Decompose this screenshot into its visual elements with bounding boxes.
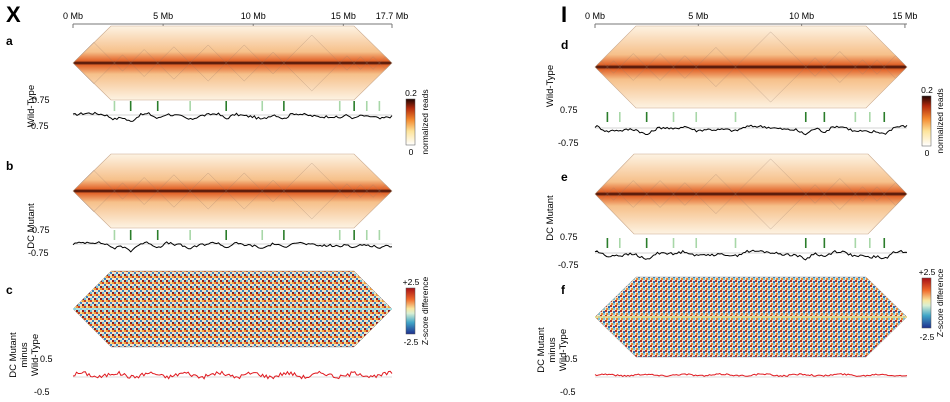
domain-diamonds bbox=[72, 162, 393, 220]
svg-text:Wild-Type: Wild-Type bbox=[558, 329, 569, 371]
track-tick-bottom: -0.75 bbox=[28, 121, 49, 131]
track-tick-bottom: -0.75 bbox=[558, 260, 579, 270]
colorbar-min: 0 bbox=[409, 147, 414, 157]
axis-tick-label: 10 Mb bbox=[241, 11, 266, 21]
panel-letter-d: d bbox=[561, 38, 568, 52]
row-label-dc-mutant: DC Mutant bbox=[545, 195, 556, 241]
colorbar-label: Z-score difference bbox=[420, 277, 430, 346]
colorbar-gradient bbox=[405, 98, 416, 146]
track-tick-bottom: -0.75 bbox=[558, 138, 579, 148]
difference-track bbox=[72, 370, 393, 380]
svg-text:minus: minus bbox=[547, 337, 558, 363]
svg-text:Wild-Type: Wild-Type bbox=[30, 334, 41, 376]
track-tick-bottom: -0.5 bbox=[34, 387, 50, 397]
axis-tick-label: 17.7 Mb bbox=[376, 11, 409, 21]
track-tick-top: 0.75 bbox=[32, 95, 50, 105]
domain-outline bbox=[379, 56, 393, 70]
colorbar-label: Z-score difference bbox=[935, 269, 945, 338]
contact-heatmap-a bbox=[72, 25, 393, 101]
track-tick-bottom: -0.75 bbox=[28, 248, 49, 258]
column-chromosome-i: I 0 Mb 5 Mb 10 Mb 15 Mb d Wild-Type 0.75 -0… bbox=[536, 2, 945, 397]
contact-heatmap-e bbox=[594, 153, 908, 235]
colorbar-min: 0 bbox=[925, 148, 930, 158]
track-tick-top: 0.75 bbox=[560, 232, 578, 242]
domain-diamonds bbox=[594, 158, 908, 230]
axis-ticks: 0 Mb 5 Mb 10 Mb 15 Mb 17.7 Mb bbox=[63, 11, 408, 28]
domain-diamonds bbox=[72, 34, 393, 92]
boundary-markers bbox=[606, 112, 886, 122]
panel-letter-b: b bbox=[6, 159, 13, 173]
domain-outline bbox=[884, 182, 908, 206]
row-label-difference: DC Mutant minus Wild-Type bbox=[536, 327, 569, 373]
track-tick-top: 0.5 bbox=[40, 354, 53, 364]
colorbar-label: normalized reads bbox=[420, 89, 430, 154]
panel-letter-c: c bbox=[6, 283, 13, 297]
colorbar-max: 0.2 bbox=[921, 85, 933, 95]
axis-tick-label: 10 Mb bbox=[789, 11, 814, 21]
scale-axis: 0 Mb 5 Mb 10 Mb 15 Mb 17.7 Mb bbox=[63, 11, 408, 28]
insulation-track bbox=[594, 124, 908, 136]
domain-outline bbox=[379, 184, 393, 198]
axis-tick-label: 0 Mb bbox=[63, 11, 83, 21]
track-tick-top: 0.75 bbox=[560, 105, 578, 115]
track-tick-top: 0.75 bbox=[32, 225, 50, 235]
contact-heatmap-d bbox=[594, 25, 908, 109]
axis-tick-label: 5 Mb bbox=[153, 11, 173, 21]
track-tick-bottom: -0.5 bbox=[560, 387, 576, 397]
row-label-wild-type: Wild-Type bbox=[545, 65, 556, 107]
chromosome-label: X bbox=[6, 2, 21, 27]
colorbar-max: +2.5 bbox=[403, 277, 420, 287]
insulation-track bbox=[72, 241, 393, 253]
domain-outline bbox=[884, 55, 908, 79]
svg-text:DC Mutant: DC Mutant bbox=[536, 327, 547, 373]
boundary-markers bbox=[606, 238, 886, 248]
colorbar-z-score: +2.5 -2.5 Z-score difference bbox=[403, 277, 430, 347]
colorbar-max: 0.2 bbox=[405, 88, 417, 98]
panel-letter-f: f bbox=[561, 283, 566, 297]
domain-diamonds bbox=[594, 31, 908, 103]
colorbar-gradient bbox=[405, 287, 416, 335]
colorbar-label: normalized reads bbox=[935, 88, 945, 153]
scale-axis: 0 Mb 5 Mb 10 Mb 15 Mb bbox=[585, 11, 917, 28]
colorbar-normalized-reads: 0.2 0 normalized reads bbox=[921, 85, 945, 158]
svg-text:minus: minus bbox=[19, 342, 30, 368]
colorbar-min: -2.5 bbox=[404, 337, 419, 347]
insulation-track bbox=[594, 249, 908, 261]
axis-tick-label: 5 Mb bbox=[688, 11, 708, 21]
panel-letter-a: a bbox=[6, 34, 13, 48]
colorbar-gradient bbox=[921, 95, 932, 147]
contact-heatmap-b bbox=[72, 153, 393, 229]
chromosome-label: I bbox=[561, 2, 567, 27]
axis-tick-label: 15 Mb bbox=[331, 11, 356, 21]
boundary-markers bbox=[113, 101, 381, 111]
boundary-markers bbox=[113, 230, 381, 240]
axis-ticks: 0 Mb 5 Mb 10 Mb 15 Mb bbox=[585, 11, 917, 28]
row-label-dc-mutant: DC Mutant bbox=[26, 203, 37, 249]
axis-tick-label: 0 Mb bbox=[585, 11, 605, 21]
track-tick-top: 0.5 bbox=[565, 354, 578, 364]
column-chromosome-x: X 0 Mb 5 Mb 10 Mb 15 Mb 17.7 Mb a Wild-Type … bbox=[6, 2, 430, 397]
colorbar-z-score: +2.5 -2.5 Z-score difference bbox=[919, 267, 945, 342]
colorbar-gradient bbox=[921, 277, 932, 329]
row-label-wild-type: Wild-Type bbox=[26, 85, 37, 127]
insulation-track bbox=[72, 111, 393, 122]
panel-letter-e: e bbox=[561, 170, 568, 184]
svg-text:DC Mutant: DC Mutant bbox=[8, 332, 19, 378]
difference-track bbox=[594, 372, 908, 377]
colorbar-max: +2.5 bbox=[919, 267, 936, 277]
row-label-difference: DC Mutant minus Wild-Type bbox=[8, 332, 41, 378]
colorbar-min: -2.5 bbox=[920, 332, 935, 342]
colorbar-normalized-reads: 0.2 0 normalized reads bbox=[405, 88, 430, 157]
axis-tick-label: 15 Mb bbox=[892, 11, 917, 21]
